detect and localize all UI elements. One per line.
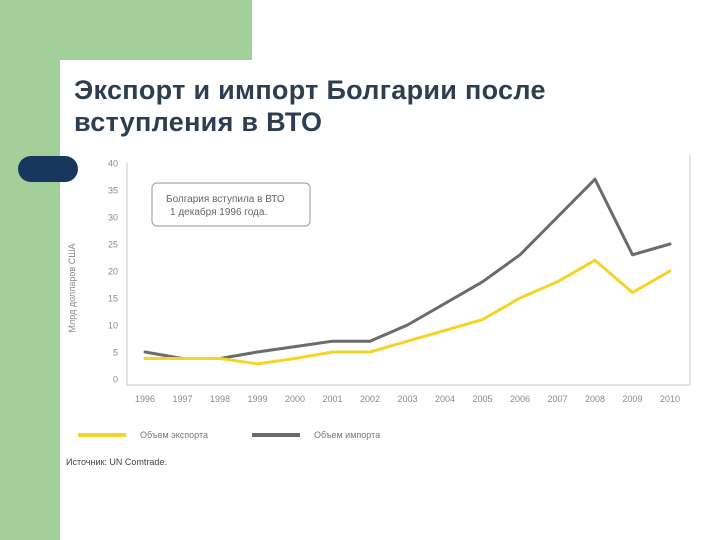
title-line-1: Экспорт и импорт Болгарии после xyxy=(74,75,546,105)
y-tick-label: 20 xyxy=(108,267,118,277)
x-tick-label: 2002 xyxy=(360,394,380,404)
y-tick-label: 15 xyxy=(108,294,118,304)
x-tick-label: 2010 xyxy=(660,394,680,404)
x-tick-label: 2006 xyxy=(510,394,530,404)
annotation-text: Болгария вступила в ВТО 1 декабря 1996 го… xyxy=(166,194,285,218)
annotation-box xyxy=(151,182,311,227)
annotation-line: Болгария вступила в ВТО xyxy=(166,194,285,205)
title-line-2: вступления в ВТО xyxy=(74,107,323,137)
import-series-line xyxy=(143,177,672,360)
x-tick-label: 2003 xyxy=(397,394,417,404)
decor-green-strip xyxy=(0,0,60,540)
legend-label-import: Объем импорта xyxy=(314,430,380,440)
x-tick-label: 1996 xyxy=(135,394,155,404)
annotation-line: 1 декабря 1996 года. xyxy=(170,206,267,218)
source-note: Источник: UN Comtrade. xyxy=(66,457,167,467)
x-tick-label: 2007 xyxy=(547,394,567,404)
y-axis-label: Млрд долларов США xyxy=(67,244,77,333)
y-tick-label: 40 xyxy=(108,159,118,169)
x-tick-label: 2005 xyxy=(472,394,492,404)
x-tick-label: 2000 xyxy=(285,394,305,404)
x-tick-label: 1999 xyxy=(247,394,267,404)
export-series-line xyxy=(143,258,672,366)
x-tick-label: 1998 xyxy=(210,394,230,404)
x-tick-label: 1997 xyxy=(172,394,192,404)
slide-title: Экспорт и импорт Болгарии после вступлен… xyxy=(74,74,694,138)
x-tick-label: 2001 xyxy=(322,394,342,404)
y-tick-label: 35 xyxy=(108,186,118,196)
x-tick-label: 2009 xyxy=(622,394,642,404)
x-tick-label: 2008 xyxy=(585,394,605,404)
y-tick-label: 10 xyxy=(108,321,118,331)
slide-content-area xyxy=(60,60,720,540)
y-tick-label: 30 xyxy=(108,213,118,223)
x-tick-label: 2004 xyxy=(435,394,455,404)
y-tick-label: 25 xyxy=(108,240,118,250)
y-tick-label: 5 xyxy=(113,348,118,358)
decor-pill xyxy=(18,156,78,182)
y-tick-label: 0 xyxy=(113,375,118,385)
legend-label-export: Объем экспорта xyxy=(140,430,208,440)
